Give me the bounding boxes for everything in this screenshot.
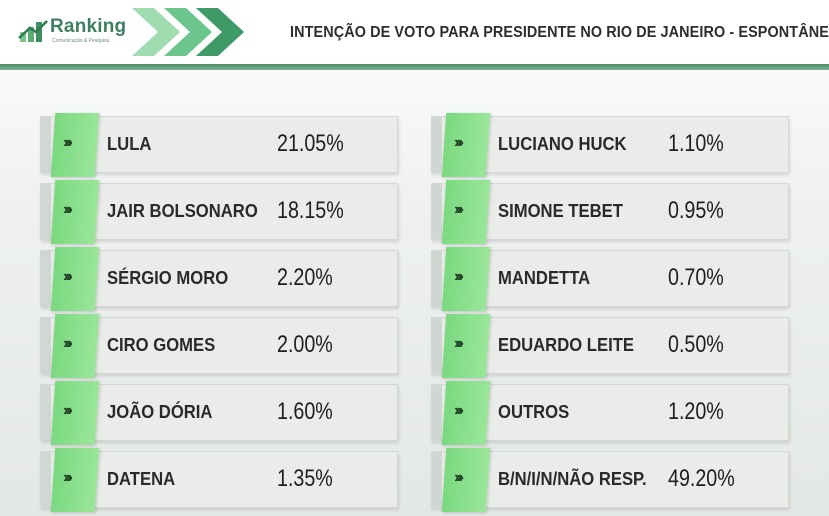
card-stripe	[432, 117, 442, 172]
card-accent-tab	[441, 314, 491, 378]
page-title: INTENÇÃO DE VOTO PARA PRESIDENTE NO RIO …	[290, 24, 829, 41]
candidate-card: ››› SIMONE TEBET 0.95%	[431, 180, 789, 244]
card-stripe	[432, 184, 442, 239]
card-accent-tab	[50, 448, 100, 512]
candidate-value: 1.10%	[668, 130, 724, 157]
card-accent-tab	[50, 247, 100, 311]
chevron-right-icon: ›››	[63, 268, 73, 285]
card-stripe	[41, 318, 51, 373]
card-accent-tab	[441, 381, 491, 445]
card-stripe	[41, 251, 51, 306]
card-accent-tab	[50, 113, 100, 177]
logo-text: Ranking	[50, 16, 127, 37]
candidate-name: CIRO GOMES	[107, 334, 216, 355]
candidate-card: ››› LUCIANO HUCK 1.10%	[431, 113, 789, 177]
candidate-card: ››› JOÃO DÓRIA 1.60%	[40, 381, 398, 445]
card-stripe	[432, 251, 442, 306]
candidate-value: 0.95%	[668, 197, 724, 224]
candidate-card: ››› MANDETTA 0.70%	[431, 247, 789, 311]
header-divider	[0, 64, 829, 70]
candidate-value: 1.35%	[277, 465, 333, 492]
candidate-value: 18.15%	[277, 197, 344, 224]
chevron-right-icon: ›››	[454, 201, 464, 218]
ranking-logo-icon	[18, 20, 48, 42]
chevron-right-icon: ›››	[63, 402, 73, 419]
candidate-value: 0.70%	[668, 264, 724, 291]
card-accent-tab	[50, 381, 100, 445]
chevron-right-icon: ›››	[63, 134, 73, 151]
candidate-name: LUCIANO HUCK	[498, 133, 627, 154]
header: Ranking Comunicação & Pesquisa INTENÇÃO …	[0, 0, 829, 68]
candidate-card: ››› DATENA 1.35%	[40, 448, 398, 512]
candidate-card: ››› CIRO GOMES 2.00%	[40, 314, 398, 378]
card-stripe	[432, 385, 442, 440]
candidate-name: B/N/I/N/NÃO RESP.	[498, 468, 647, 489]
candidate-name: SIMONE TEBET	[498, 200, 623, 221]
candidate-value: 2.20%	[277, 264, 333, 291]
candidate-name: JOÃO DÓRIA	[107, 401, 213, 422]
candidate-card: ››› EDUARDO LEITE 0.50%	[431, 314, 789, 378]
candidate-card: ››› SÉRGIO MORO 2.20%	[40, 247, 398, 311]
candidate-value: 49.20%	[668, 465, 735, 492]
candidate-name: LULA	[107, 133, 152, 154]
card-accent-tab	[441, 180, 491, 244]
candidate-value: 1.20%	[668, 398, 724, 425]
card-accent-tab	[441, 448, 491, 512]
candidate-card: ››› JAIR BOLSONARO 18.15%	[40, 180, 398, 244]
card-accent-tab	[441, 113, 491, 177]
candidate-name: EDUARDO LEITE	[498, 334, 634, 355]
chevron-right-icon: ›››	[454, 134, 464, 151]
chevron-right-icon: ›››	[63, 469, 73, 486]
candidate-name: SÉRGIO MORO	[107, 267, 229, 288]
chevron-right-icon: ›››	[454, 469, 464, 486]
card-stripe	[41, 117, 51, 172]
card-stripe	[41, 184, 51, 239]
candidate-value: 1.60%	[277, 398, 333, 425]
candidate-card: ››› LULA 21.05%	[40, 113, 398, 177]
card-accent-tab	[50, 314, 100, 378]
card-stripe	[432, 318, 442, 373]
header-chevron-icon	[132, 8, 244, 56]
candidate-value: 21.05%	[277, 130, 344, 157]
candidate-name: JAIR BOLSONARO	[107, 200, 258, 221]
card-accent-tab	[50, 180, 100, 244]
chevron-right-icon: ›››	[454, 402, 464, 419]
card-stripe	[41, 452, 51, 507]
candidate-value: 0.50%	[668, 331, 724, 358]
candidate-card: ››› OUTROS 1.20%	[431, 381, 789, 445]
card-accent-tab	[441, 247, 491, 311]
chevron-right-icon: ›››	[63, 335, 73, 352]
chevron-right-icon: ›››	[63, 201, 73, 218]
candidate-value: 2.00%	[277, 331, 333, 358]
chevron-right-icon: ›››	[454, 268, 464, 285]
card-stripe	[41, 385, 51, 440]
logo-subtitle: Comunicação & Pesquisa	[52, 38, 110, 44]
logo: Ranking Comunicação & Pesquisa	[18, 16, 128, 46]
chevron-right-icon: ›››	[454, 335, 464, 352]
candidate-name: MANDETTA	[498, 267, 591, 288]
candidate-name: DATENA	[107, 468, 176, 489]
candidate-card: ››› B/N/I/N/NÃO RESP. 49.20%	[431, 448, 789, 512]
candidate-name: OUTROS	[498, 401, 570, 422]
card-stripe	[432, 452, 442, 507]
